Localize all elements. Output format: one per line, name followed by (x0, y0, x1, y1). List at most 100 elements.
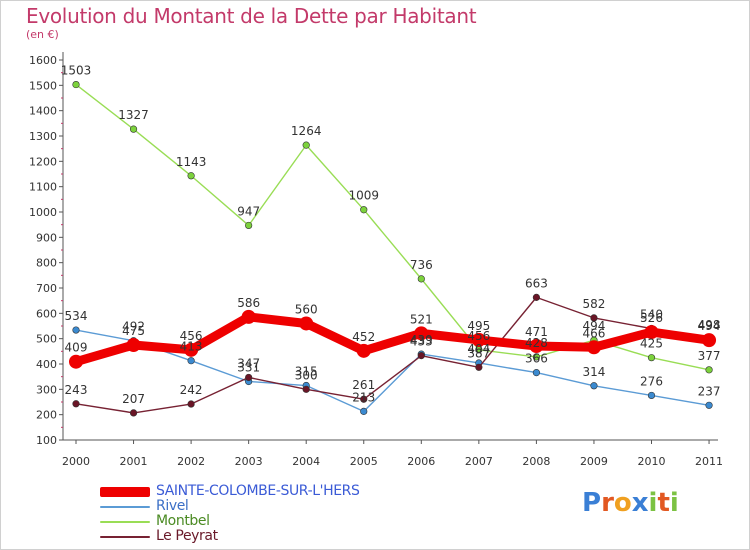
legend-label: Montbel (156, 513, 210, 529)
data-label: 261 (352, 378, 375, 392)
y-tick-label: 400 (36, 358, 57, 371)
legend-item: Montbel (100, 514, 359, 529)
data-point (184, 342, 199, 357)
series-le-peyrat (72, 293, 713, 417)
data-label: 582 (582, 297, 605, 311)
data-point (586, 340, 601, 355)
data-label: 736 (410, 258, 433, 272)
y-tick-label: 1200 (29, 155, 57, 168)
data-label: 347 (237, 356, 260, 370)
x-tick-label: 2010 (638, 455, 666, 468)
data-label: 947 (237, 204, 260, 218)
data-point (414, 326, 429, 341)
legend: SAINTE-COLOMBE-SUR-L'HERS Rivel Montbel Le … (100, 483, 360, 544)
chart-title: Evolution du Montant de la Dette par Hab… (26, 4, 477, 28)
legend-swatch (100, 505, 150, 508)
data-point (241, 309, 256, 324)
x-tick-label: 2003 (235, 455, 263, 468)
data-label: 456 (467, 329, 490, 343)
data-point (417, 275, 425, 283)
y-tick-label: 700 (36, 282, 57, 295)
unit-label: (en €) (26, 28, 59, 41)
data-label: 471 (525, 325, 548, 339)
data-label: 1143 (176, 155, 207, 169)
logo-letter: t (657, 488, 670, 518)
series-line (71, 312, 714, 367)
data-label: 1009 (348, 189, 379, 203)
data-point (590, 314, 598, 322)
data-point (72, 400, 80, 408)
data-label: 387 (467, 346, 490, 360)
proxiti-logo: Proxiti (582, 488, 679, 518)
data-point (356, 343, 371, 358)
y-tick-label: 1000 (29, 206, 57, 219)
data-label: 243 (65, 383, 88, 397)
data-label: 409 (65, 341, 88, 355)
data-label: 331 (237, 360, 260, 374)
data-point (302, 141, 310, 149)
x-tick-label: 2002 (177, 455, 205, 468)
data-point (532, 293, 541, 301)
data-label: 207 (122, 392, 145, 406)
data-label: 300 (295, 368, 318, 382)
legend-label: Le Peyrat (156, 528, 218, 544)
series-line (75, 296, 710, 414)
data-label: 404 (467, 342, 490, 356)
data-point (245, 221, 253, 230)
data-point (417, 352, 425, 360)
data-point (126, 338, 141, 352)
x-tick-label: 2004 (292, 455, 320, 468)
data-label: 492 (122, 320, 145, 334)
data-point (705, 401, 713, 409)
series-montbel (72, 80, 713, 374)
x-tick-label: 2006 (407, 455, 435, 468)
data-point (590, 382, 598, 390)
legend-swatch (100, 520, 150, 523)
series-line (75, 83, 710, 371)
y-tick-label: 1300 (29, 130, 57, 143)
y-tick-label: 900 (36, 231, 57, 244)
data-point (702, 333, 717, 348)
data-point (129, 409, 138, 417)
data-label: 521 (410, 312, 433, 326)
data-label: 433 (410, 335, 433, 349)
logo-letter: i (648, 488, 658, 518)
data-label: 494 (582, 319, 605, 333)
data-label: 237 (698, 384, 721, 398)
data-point (129, 125, 138, 133)
y-tick-label: 500 (36, 333, 57, 346)
series-line (75, 329, 710, 413)
x-tick-label: 2007 (465, 455, 493, 468)
data-point (705, 366, 713, 374)
y-tick-label: 1400 (29, 105, 57, 118)
data-point (187, 357, 195, 365)
data-label: 494 (698, 319, 721, 333)
x-tick-label: 2000 (62, 455, 90, 468)
data-point (69, 354, 83, 369)
data-point (360, 395, 368, 403)
x-tick-label: 2005 (350, 455, 378, 468)
y-tick-label: 300 (36, 383, 57, 396)
legend-item: Le Peyrat (100, 529, 359, 544)
data-label: 586 (237, 296, 260, 310)
y-tick-label: 1100 (29, 181, 57, 194)
data-point (360, 206, 368, 214)
data-point (299, 316, 314, 331)
data-label: 534 (65, 309, 88, 323)
data-point (72, 80, 80, 89)
legend-label: SAINTE-COLOMBE-SUR-L'HERS (156, 483, 360, 499)
data-label: 456 (180, 329, 203, 343)
x-tick-label: 2008 (522, 455, 550, 468)
data-point (360, 407, 368, 415)
data-label: 315 (295, 365, 318, 379)
logo-letter: i (669, 488, 679, 518)
logo-letter: o (613, 488, 632, 518)
y-tick-label: 800 (36, 257, 57, 270)
data-label: 377 (698, 349, 721, 363)
x-tick-label: 2011 (695, 455, 723, 468)
data-point (187, 172, 195, 180)
data-label: 413 (180, 340, 203, 354)
legend-swatch (100, 486, 150, 497)
data-label: 466 (582, 326, 605, 340)
data-label: 560 (295, 302, 318, 316)
